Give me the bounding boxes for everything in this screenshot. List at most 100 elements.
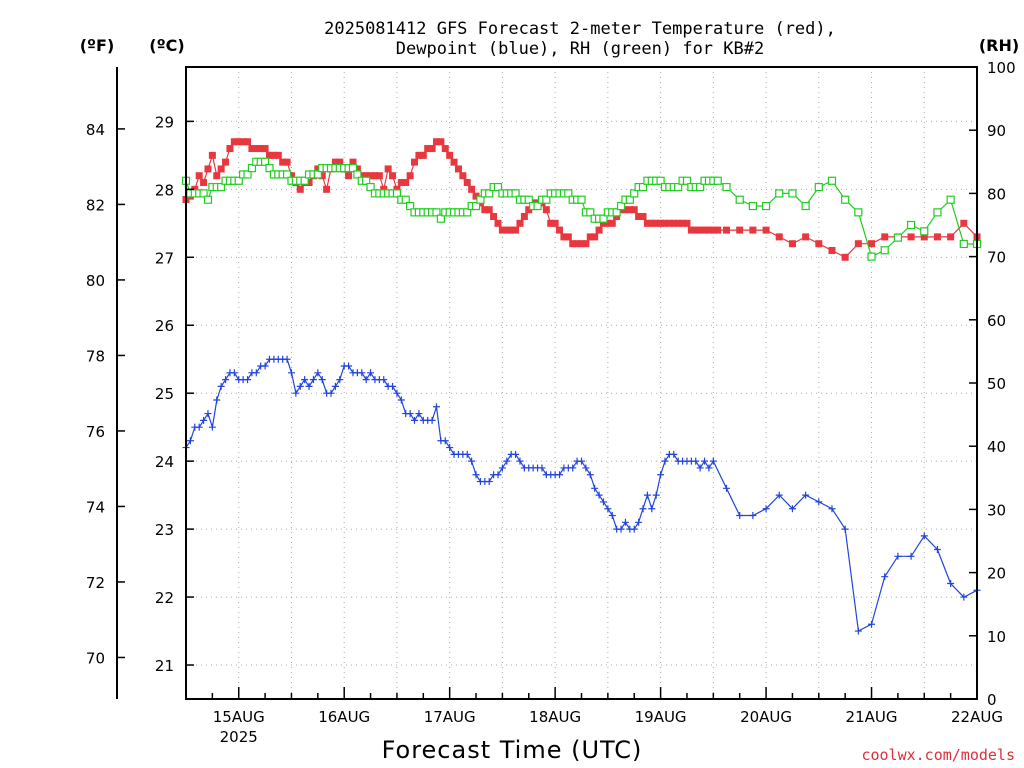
dewpoint-point xyxy=(345,362,353,370)
temperature-point xyxy=(560,233,568,241)
temperature-point xyxy=(230,138,238,146)
rh-point xyxy=(362,176,371,185)
rh-point xyxy=(432,208,441,217)
dewpoint-point xyxy=(331,382,339,390)
temperature-point xyxy=(503,226,511,234)
series-layer xyxy=(181,138,982,635)
temperature-point xyxy=(639,213,647,221)
dewpoint-point xyxy=(556,471,564,479)
credit-link[interactable]: coolwx.com/models xyxy=(861,746,1015,764)
dewpoint-point xyxy=(788,505,796,513)
dewpoint-point xyxy=(749,512,757,520)
rh-point xyxy=(577,195,586,204)
dewpoint-point xyxy=(358,369,366,377)
temperature-point xyxy=(630,206,638,214)
temperature-point xyxy=(226,145,234,153)
dewpoint-point xyxy=(230,369,238,377)
temperature-point xyxy=(450,158,458,166)
x-tick-year-label: 2025 xyxy=(220,728,258,746)
temperature-point xyxy=(520,213,528,221)
temperature-point xyxy=(828,246,836,254)
rh-point xyxy=(630,189,639,198)
temperature-point xyxy=(696,226,704,234)
rh-point xyxy=(586,208,595,217)
fahrenheit-tick-label: 80 xyxy=(86,272,105,290)
temperature-point xyxy=(463,179,471,187)
rh-point xyxy=(638,182,648,192)
rh-tick-label: 0 xyxy=(987,691,997,709)
dewpoint-point xyxy=(213,396,221,404)
temperature-point xyxy=(881,233,889,241)
celsius-tick-label: 22 xyxy=(155,589,174,607)
dewpoint-point xyxy=(802,491,810,499)
rh-point xyxy=(867,252,876,261)
x-tick-label: 15AUG xyxy=(213,708,265,726)
dewpoint-point xyxy=(301,376,309,384)
temperature-point xyxy=(512,226,520,234)
temperature-point xyxy=(279,158,287,166)
temperature-point xyxy=(485,206,493,214)
dewpoint-point xyxy=(362,376,370,384)
rh-point xyxy=(300,176,309,185)
rh-point xyxy=(814,182,823,192)
temperature-point xyxy=(481,206,489,214)
dewpoint-point xyxy=(380,376,388,384)
dewpoint-point xyxy=(432,403,440,411)
temperature-point xyxy=(841,253,849,261)
temperature-point xyxy=(802,233,810,241)
dewpoint-point xyxy=(894,552,902,560)
fahrenheit-tick-label: 72 xyxy=(86,574,105,592)
rh-point xyxy=(436,214,445,223)
rh-point xyxy=(348,164,358,173)
rh-point xyxy=(234,176,243,185)
rh-point xyxy=(392,189,402,198)
temperature-point xyxy=(714,226,722,234)
dewpoint-point xyxy=(881,573,889,581)
rh-point xyxy=(313,170,322,179)
rh-point xyxy=(564,189,573,198)
temperature-point xyxy=(274,151,282,159)
dewpoint-point xyxy=(670,450,678,458)
dewpoint-point xyxy=(696,464,704,472)
temperature-point xyxy=(441,145,449,153)
rh-point xyxy=(775,189,784,198)
temperature-point xyxy=(547,219,555,227)
x-tick-label: 17AUG xyxy=(424,708,476,726)
temperature-point xyxy=(604,219,612,227)
temperature-point xyxy=(265,151,273,159)
dewpoint-point xyxy=(643,491,651,499)
temperature-point xyxy=(868,240,876,248)
celsius-tick-label: 29 xyxy=(155,113,174,131)
dewpoint-point xyxy=(947,579,955,587)
temperature-point xyxy=(195,172,203,180)
rh-point xyxy=(625,195,634,204)
dewpoint-point xyxy=(314,369,322,377)
dewpoint-point xyxy=(854,627,862,635)
celsius-tick-label: 24 xyxy=(155,453,174,471)
rh-point xyxy=(485,189,494,198)
dewpoint-line xyxy=(185,358,978,632)
rh-point xyxy=(265,164,274,173)
rh-point xyxy=(471,201,481,211)
dewpoint-point xyxy=(498,464,506,472)
temperature-point xyxy=(762,226,770,234)
celsius-tick-label: 28 xyxy=(155,181,174,199)
temperature-point xyxy=(643,219,651,227)
temperature-point xyxy=(208,151,216,159)
temperature-point xyxy=(679,219,687,227)
rh-point xyxy=(735,195,744,204)
temperature-point xyxy=(468,185,476,193)
dewpoint-point xyxy=(292,389,300,397)
rh-tick-label: 50 xyxy=(987,375,1006,393)
temperature-point xyxy=(498,226,506,234)
temperature-point xyxy=(595,226,603,234)
celsius-tick-label: 21 xyxy=(155,657,174,675)
dewpoint-point xyxy=(933,545,941,553)
temperature-point xyxy=(296,185,304,193)
temperature-point xyxy=(358,172,366,180)
dewpoint-point xyxy=(657,471,665,479)
temperature-point xyxy=(437,138,445,146)
dewpoint-point xyxy=(569,464,577,472)
grid xyxy=(186,67,977,699)
dewpoint-point xyxy=(318,376,326,384)
